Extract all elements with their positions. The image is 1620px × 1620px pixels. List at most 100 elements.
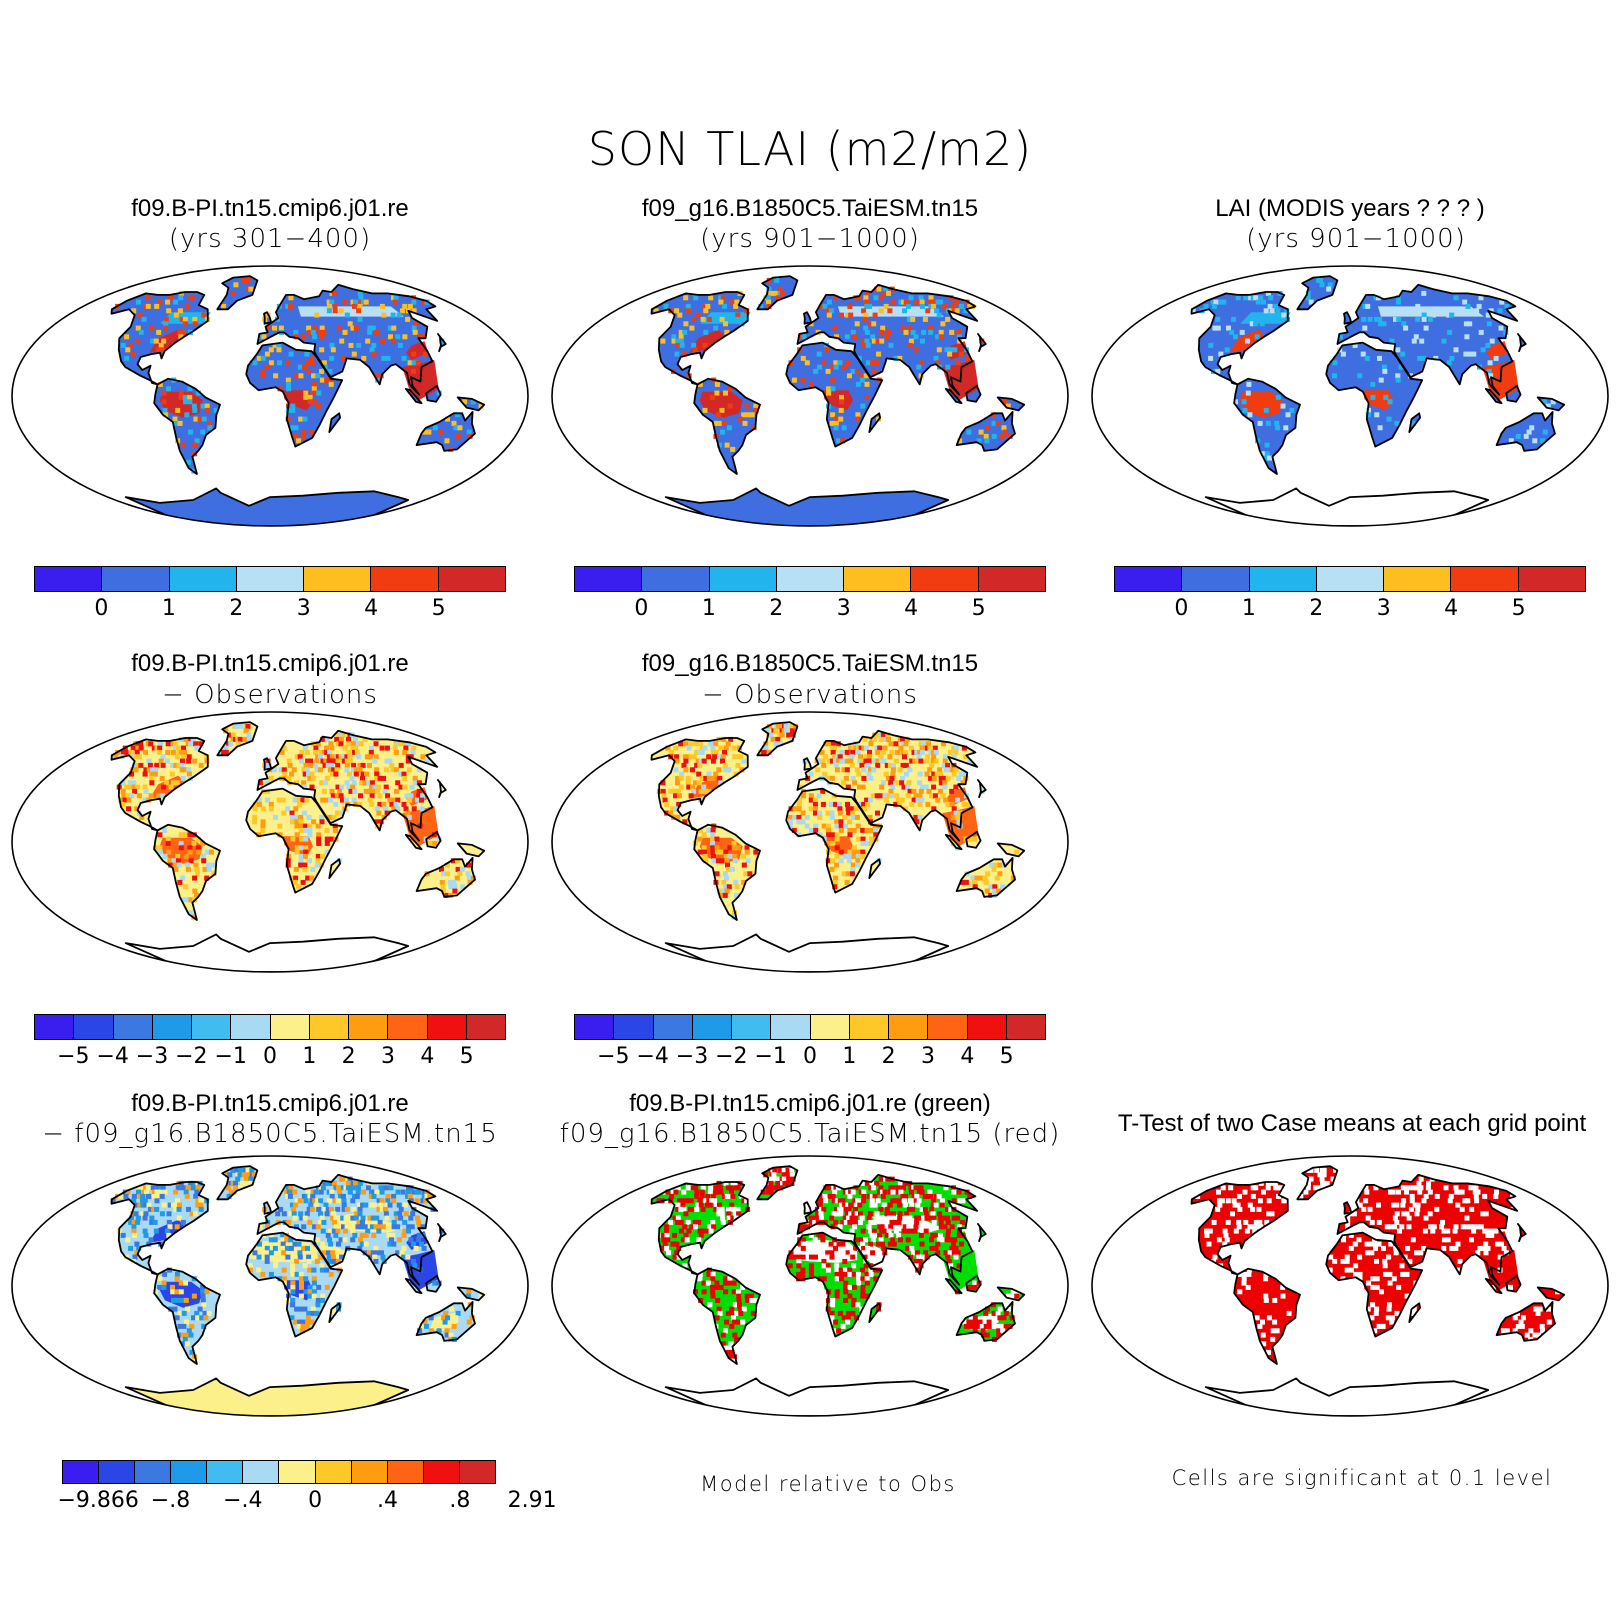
coastline-sumatra: [944, 833, 963, 851]
map-panel-8: [1091, 1155, 1609, 1417]
region-boreal-eu: [1377, 306, 1484, 317]
panel-2-case-label: f09_g16.B1850C5.TaiESM.tn15: [641, 195, 979, 222]
land-newGuinea: [457, 843, 485, 857]
coastline-madagascar: [1408, 412, 1422, 434]
antarctica-outline: [664, 487, 950, 526]
map-border: [11, 265, 529, 527]
land-borneo: [426, 385, 441, 402]
figure-title: SON TLAI (m2/m2): [587, 122, 1033, 176]
region-arabia: [319, 801, 346, 821]
colorbar-tick-label: .4: [377, 1488, 398, 1513]
region-arabia: [319, 355, 346, 375]
coastline-africa: [1325, 1231, 1424, 1338]
panel-6-case-label: f09.B-PI.tn15.cmip6.j01.re: [131, 1090, 409, 1117]
colorbar-tick-label: 2: [341, 1044, 356, 1069]
coastline-japan: [436, 333, 447, 353]
colorbar-tick-label: −1: [754, 1044, 787, 1069]
colorbar-tick-label: 0: [263, 1044, 277, 1069]
coastline-borneo: [965, 1275, 982, 1293]
colorbar-tick-label: 2: [881, 1044, 896, 1069]
colorbar-tick-label: 2.91: [507, 1488, 557, 1513]
coastline-northAmerica: [650, 291, 749, 386]
coastline-britain: [263, 757, 273, 771]
coastline-britain: [1343, 311, 1353, 325]
colorbar-tick-label: 3: [381, 1044, 395, 1069]
coastline-borneo: [965, 385, 982, 403]
coastline-eurasia: [796, 1173, 979, 1286]
map-border: [11, 1155, 529, 1417]
coastline-britain: [803, 1201, 813, 1215]
coastline-greenland: [756, 275, 799, 311]
coastline-greenland: [216, 275, 259, 311]
coastline-japan: [1516, 1223, 1527, 1243]
coastline-northAmerica: [650, 1181, 749, 1276]
colorbar-tick-label: −3: [135, 1044, 169, 1069]
coastline-northAmerica: [110, 737, 209, 832]
coastline-madagascar: [868, 858, 882, 880]
antarctica-outline: [664, 1377, 950, 1416]
coastline-greenland: [1296, 275, 1339, 311]
colorbar-tick-label: 4: [904, 596, 919, 621]
coastline-newGuinea: [996, 842, 1026, 858]
colorbar-tick-label: −4: [96, 1044, 129, 1069]
coastline-greenland: [756, 721, 799, 757]
coastline-greenland: [1296, 1165, 1339, 1201]
coastline-southAmerica: [693, 823, 761, 921]
panel-2-years-label: (yrs 901−1000): [700, 224, 920, 254]
coastline-sumatra: [944, 1277, 963, 1295]
coastline-japan: [976, 1223, 987, 1243]
colorbar-panel-4: [34, 1014, 506, 1040]
colorbar-tick-label: −5: [597, 1044, 630, 1069]
coastline-southAmerica: [153, 377, 221, 475]
coastline-madagascar: [868, 412, 882, 434]
panel-4-minus-label: − Observations: [162, 680, 378, 710]
map-border: [551, 265, 1069, 527]
map-border: [551, 711, 1069, 973]
colorbar-tick-label: −9.866: [57, 1488, 139, 1513]
map-panel-2: [551, 265, 1069, 527]
coastline-greenland: [216, 1165, 259, 1201]
land-japan: [1517, 333, 1526, 352]
coastline-eurasia: [1336, 1173, 1519, 1286]
colorbar-tick-label: 1: [161, 596, 176, 621]
coastline-borneo: [965, 831, 982, 849]
coastline-newGuinea: [1536, 1286, 1566, 1302]
antarctica-outline: [124, 1377, 410, 1416]
panel-3-obs-label: LAI (MODIS years ? ? ? ): [1215, 195, 1485, 222]
colorbar-tick-label: .8: [449, 1488, 471, 1513]
coastline-newGuinea: [456, 842, 486, 858]
colorbar-tick-label: 3: [836, 596, 851, 621]
colorbar-tick-label: −4: [636, 1044, 669, 1069]
coastline-borneo: [425, 1275, 442, 1293]
colorbar-tick-label: 2: [1309, 596, 1324, 621]
coastline-australia: [415, 1300, 476, 1342]
antarctica-outline: [124, 487, 410, 526]
land-britain: [1344, 1202, 1352, 1214]
coastline-britain: [263, 311, 273, 325]
coastline-southAmerica: [1233, 377, 1301, 475]
region-amazon: [1239, 391, 1283, 418]
colorbar-tick-label: 1: [701, 596, 716, 621]
coastline-japan: [976, 333, 987, 353]
coastline-borneo: [425, 385, 442, 403]
colorbar-panel-1: [34, 566, 506, 592]
panel-3-years-label: (yrs 901−1000): [1246, 224, 1466, 254]
antarctica-outline: [1204, 1377, 1490, 1416]
antarctica-outline: [1204, 487, 1490, 526]
map-panel-7: [551, 1155, 1069, 1417]
colorbar-tick-label: 0: [308, 1488, 323, 1513]
coastline-borneo: [1505, 385, 1522, 403]
map-panel-6: [11, 1155, 529, 1417]
coastline-africa: [785, 787, 884, 894]
colorbar-tick-label: −.4: [223, 1488, 263, 1513]
coastline-africa: [245, 1231, 344, 1338]
colorbar-tick-label: −2: [715, 1044, 748, 1069]
coastline-japan: [976, 779, 987, 799]
panel-4-case-label: f09.B-PI.tn15.cmip6.j01.re: [131, 650, 409, 677]
coastline-britain: [803, 757, 813, 771]
colorbar-tick-label: 0: [634, 596, 649, 621]
colorbar-tick-label: 2: [769, 596, 784, 621]
coastline-britain: [803, 311, 813, 325]
colorbar-tick-label: 5: [459, 1044, 474, 1069]
coastline-japan: [436, 779, 447, 799]
